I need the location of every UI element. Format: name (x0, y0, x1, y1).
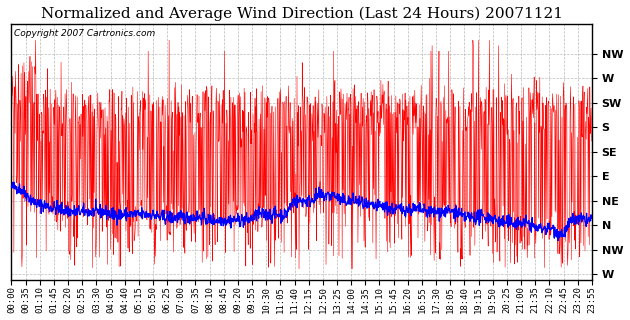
Text: Copyright 2007 Cartronics.com: Copyright 2007 Cartronics.com (14, 29, 156, 38)
Title: Normalized and Average Wind Direction (Last 24 Hours) 20071121: Normalized and Average Wind Direction (L… (41, 7, 563, 21)
